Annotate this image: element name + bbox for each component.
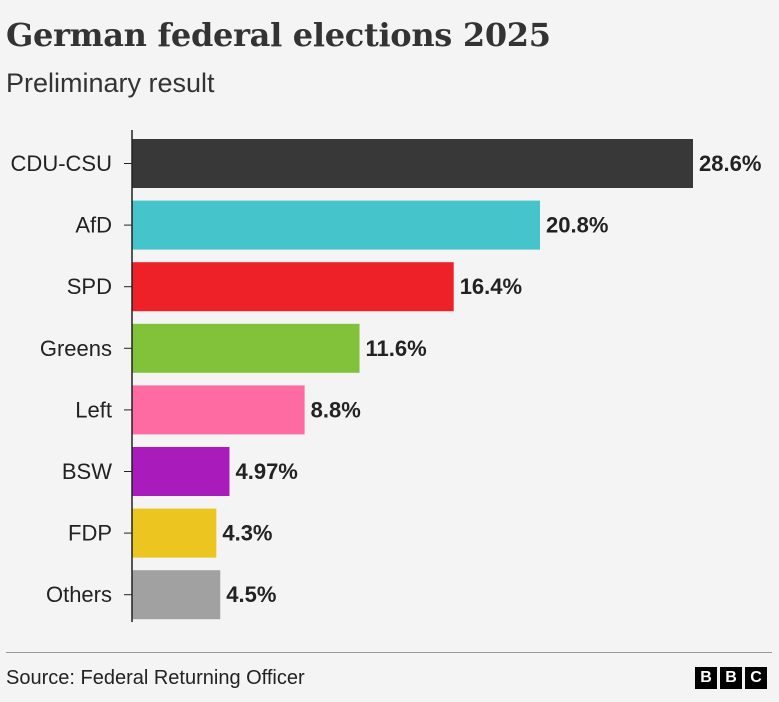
value-label: 16.4%: [460, 274, 522, 299]
value-label: 4.5%: [226, 582, 276, 607]
bbc-logo: B B C: [695, 667, 767, 689]
value-label: 4.3%: [222, 521, 272, 546]
category-label: Others: [46, 582, 112, 607]
bar: [132, 385, 305, 435]
value-label: 4.97%: [235, 459, 297, 484]
bar: [132, 570, 221, 620]
source-note: Source: Federal Returning Officer: [6, 667, 305, 689]
bar: [132, 139, 693, 188]
chart-title: German federal elections 2025: [6, 16, 551, 54]
value-label: 28.6%: [699, 151, 761, 176]
value-label: 8.8%: [311, 397, 361, 422]
category-label: CDU-CSU: [11, 151, 112, 176]
bar: [132, 262, 454, 312]
value-label: 20.8%: [546, 213, 608, 238]
bar: [132, 200, 540, 250]
bbc-logo-letter: B: [695, 667, 717, 689]
category-label: Greens: [40, 336, 112, 361]
category-label: AfD: [75, 213, 112, 238]
bar: [132, 323, 360, 373]
category-label: SPD: [67, 274, 112, 299]
bbc-logo-letter: B: [720, 667, 742, 689]
bbc-logo-letter: C: [745, 667, 767, 689]
bar: [132, 447, 230, 496]
bars-layer: CDU-CSU 28.6% AfD 20.8% SPD 16.4% Greens 11.6% L…: [11, 130, 761, 622]
footer-divider: [6, 652, 772, 653]
category-label: FDP: [68, 521, 112, 546]
value-label: 11.6%: [366, 336, 427, 361]
bar: [132, 508, 217, 558]
category-label: BSW: [62, 459, 112, 484]
category-label: Left: [75, 397, 112, 422]
chart-subtitle: Preliminary result: [6, 68, 215, 98]
bar-chart: CDU-CSU 28.6% AfD 20.8% SPD 16.4% Greens 11.6% L…: [11, 130, 761, 622]
